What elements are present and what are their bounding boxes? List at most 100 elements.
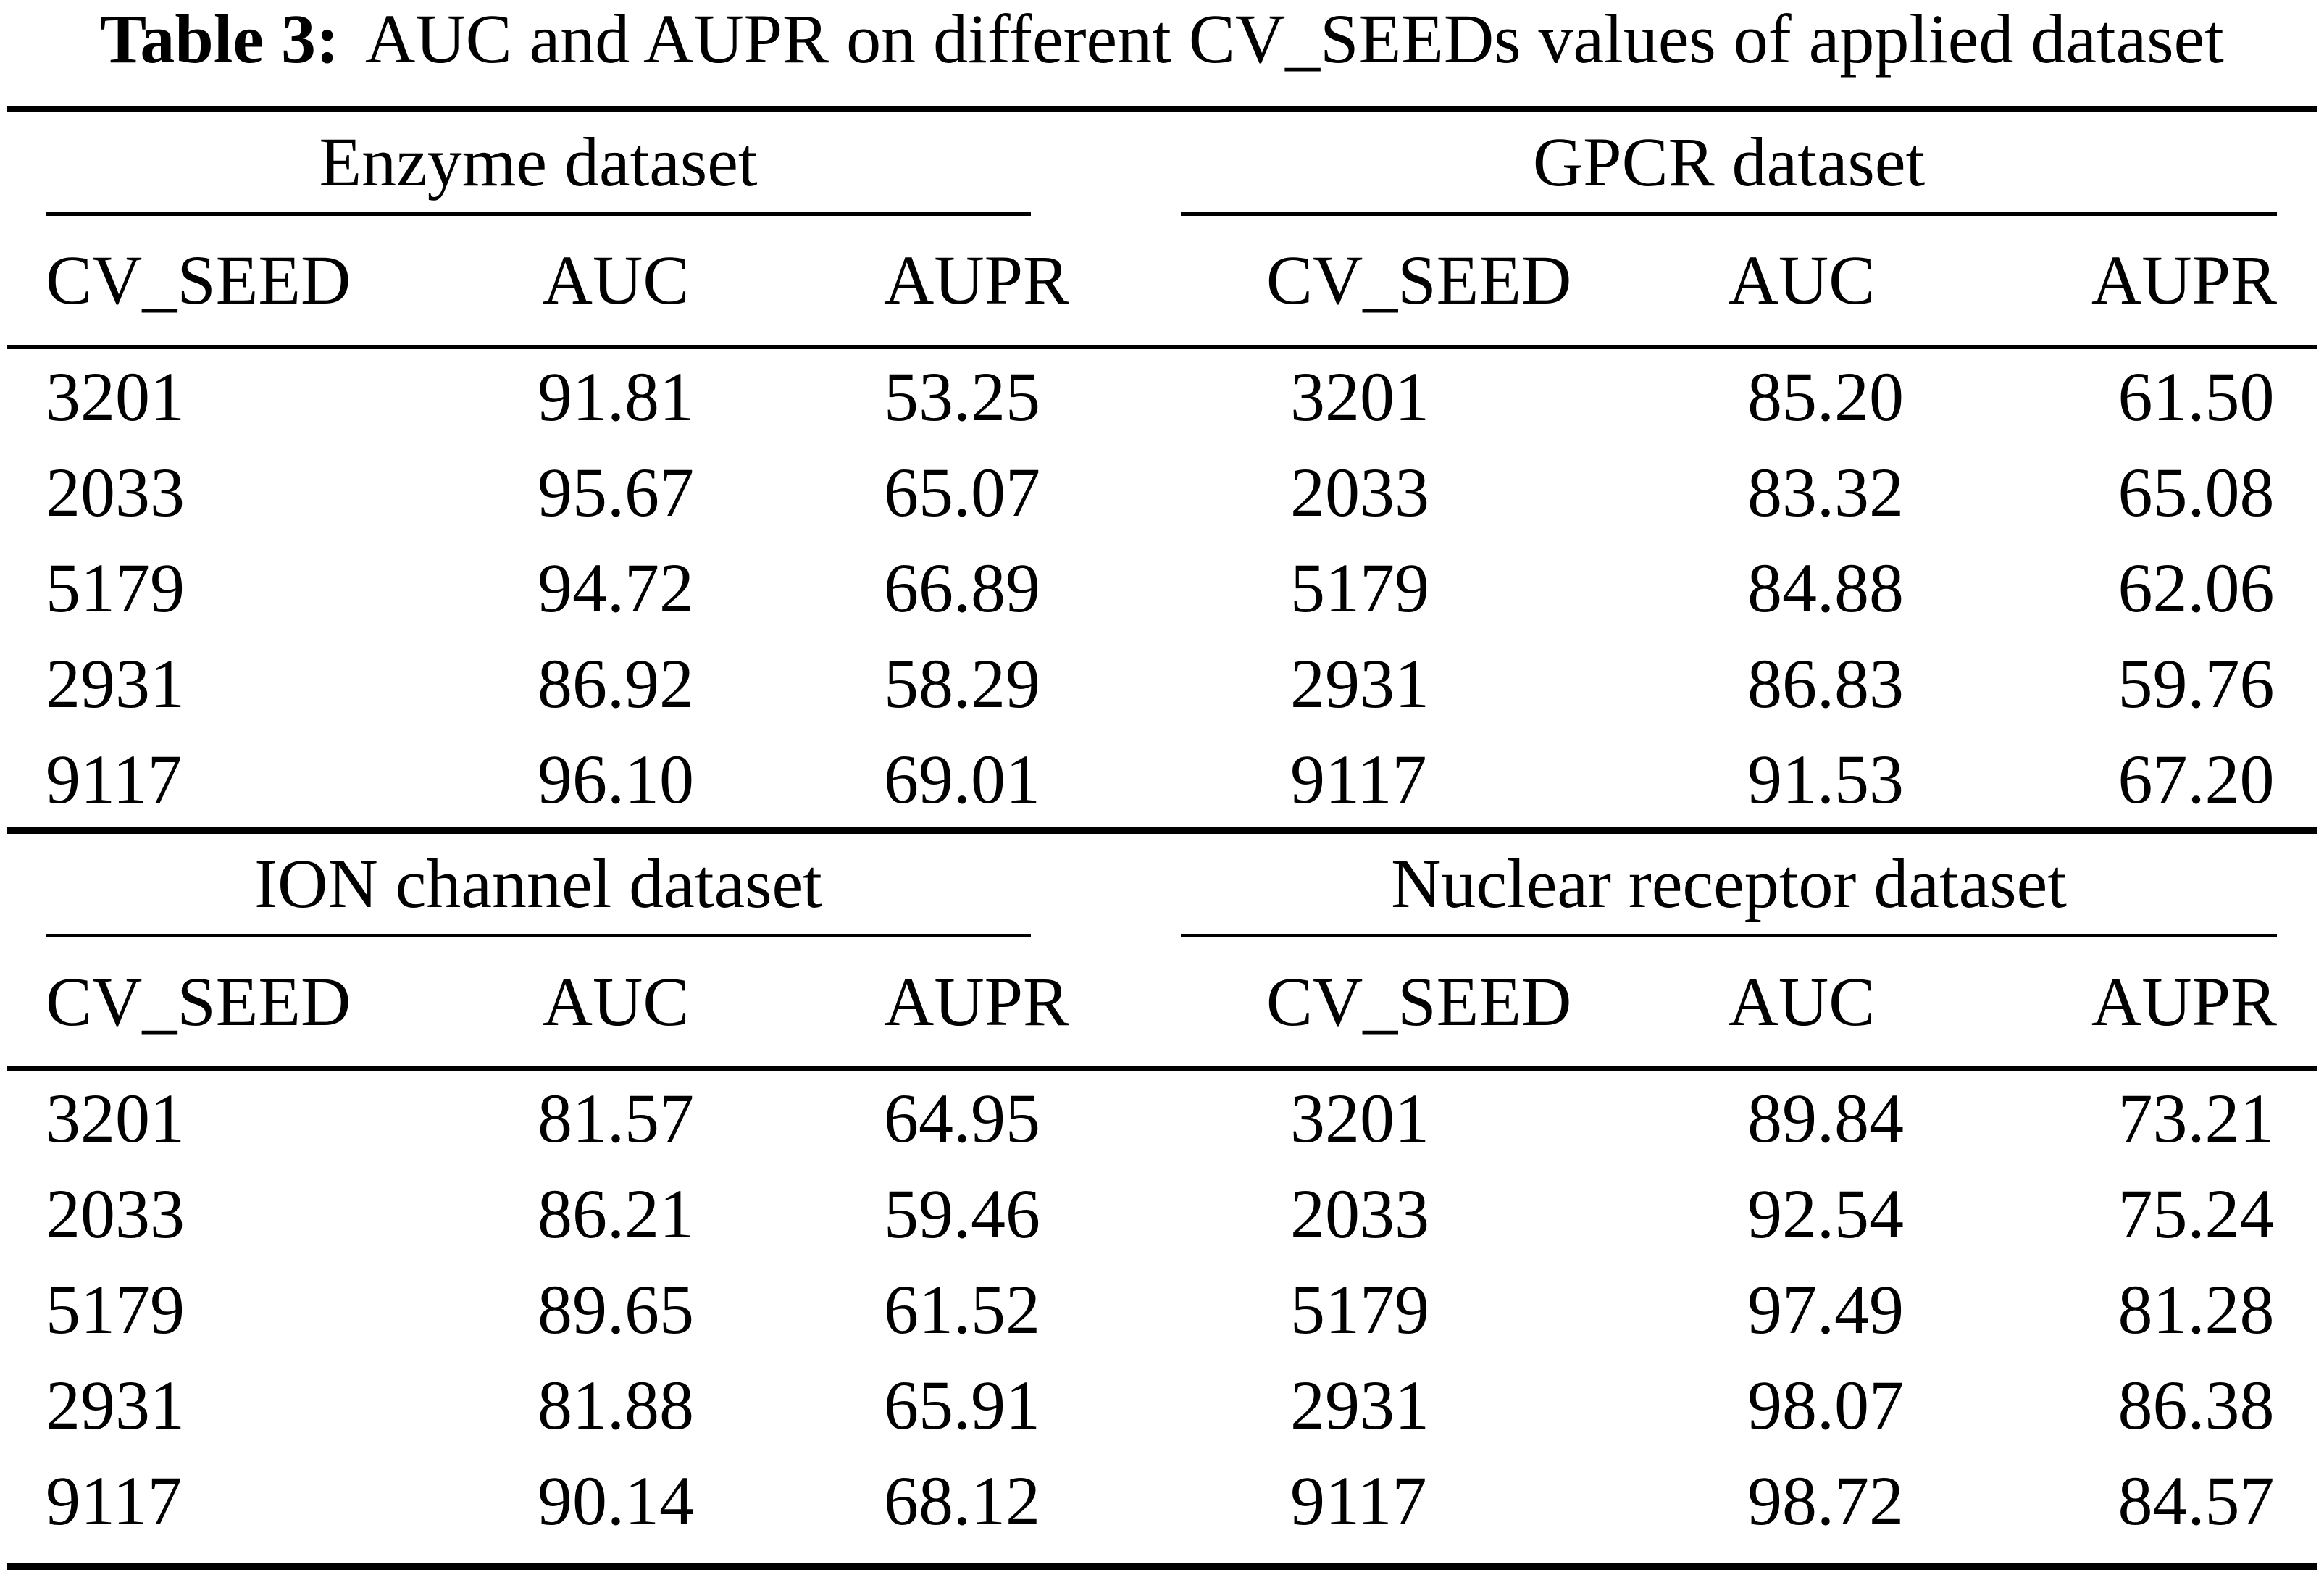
enzyme-table-body: 3201 91.81 53.25 2033 95.67 65.07 5179 94.72 66.… [46, 349, 1040, 827]
aupr-value: 65.08 [2118, 454, 2275, 531]
column-header-aupr: AUPR [2091, 241, 2277, 319]
aupr-value: 75.24 [2118, 1175, 2275, 1253]
table-row: 5179 97.49 81.28 [1181, 1262, 2277, 1358]
enzyme-dataset-title: Enzyme dataset [46, 112, 1031, 216]
gpcr-dataset-title: GPCR dataset [1181, 112, 2277, 216]
table-row: 5179 84.88 62.06 [1181, 540, 2277, 636]
table-row: 2033 86.21 59.46 [46, 1166, 1040, 1262]
section-top-data: 3201 91.81 53.25 2033 95.67 65.07 5179 94.72 66.… [0, 349, 2324, 827]
auc-value: 98.72 [1747, 1462, 1904, 1539]
aupr-value: 69.01 [884, 740, 1040, 818]
cv-seed-value: 2033 [46, 1175, 185, 1253]
auc-value: 97.49 [1747, 1271, 1904, 1348]
cv-seed-value: 2033 [46, 454, 185, 531]
auc-value: 91.81 [538, 358, 694, 435]
cv-seed-value: 2931 [46, 645, 185, 722]
section-bottom: ION channel dataset Nuclear receptor dat… [0, 834, 2324, 1549]
section-top: Enzyme dataset GPCR dataset CV_SEED AUC … [0, 112, 2324, 827]
cv-seed-value: 3201 [1290, 358, 1429, 435]
ion-channel-table-body: 3201 81.57 64.95 2033 86.21 59.46 5179 89.65 61.… [46, 1071, 1040, 1549]
cv-seed-value: 2931 [1290, 1366, 1429, 1444]
auc-value: 89.84 [1747, 1079, 1904, 1157]
table-row: 5179 89.65 61.52 [46, 1262, 1040, 1358]
cv-seed-value: 9117 [46, 740, 183, 818]
gutter [1031, 1071, 1181, 1549]
table-row: 9117 98.72 84.57 [1181, 1453, 2277, 1549]
aupr-value: 67.20 [2118, 740, 2275, 818]
gpcr-table-body: 3201 85.20 61.50 2033 83.32 65.08 5179 84.88 62.… [1181, 349, 2277, 827]
aupr-value: 66.89 [884, 549, 1040, 627]
column-header-aupr: AUPR [884, 241, 1070, 319]
ion-channel-dataset-title: ION channel dataset [46, 834, 1031, 937]
ion-channel-dataset-title-text: ION channel dataset [254, 845, 822, 922]
column-header-auc: AUC [542, 963, 690, 1040]
auc-value: 96.10 [538, 740, 694, 818]
gutter [1031, 112, 1181, 216]
enzyme-dataset-title-text: Enzyme dataset [319, 123, 758, 201]
table-row: 2931 86.92 58.29 [46, 636, 1040, 732]
table-row: 2931 81.88 65.91 [46, 1358, 1040, 1453]
auc-value: 94.72 [538, 549, 694, 627]
auc-value: 86.83 [1747, 645, 1904, 722]
table-row: 2033 95.67 65.07 [46, 445, 1040, 540]
column-header-cv-seed: CV_SEED [1266, 963, 1572, 1040]
column-header-cv-seed: CV_SEED [46, 241, 351, 319]
aupr-value: 53.25 [884, 358, 1040, 435]
auc-value: 95.67 [538, 454, 694, 531]
cv-seed-value: 9117 [1290, 740, 1427, 818]
table-row: 2931 86.83 59.76 [1181, 636, 2277, 732]
auc-value: 84.88 [1747, 549, 1904, 627]
section-top-titles: Enzyme dataset GPCR dataset [0, 112, 2324, 216]
table-caption-text: AUC and AUPR on different CV_SEEDs value… [365, 0, 2224, 78]
aupr-value: 59.76 [2118, 645, 2275, 722]
aupr-value: 58.29 [884, 645, 1040, 722]
table-row: 9117 90.14 68.12 [46, 1453, 1040, 1549]
auc-value: 86.92 [538, 645, 694, 722]
top-rule [7, 106, 2317, 112]
section-bottom-header: CV_SEED AUC AUPR CV_SEED AUC AUPR [0, 937, 2324, 1066]
cv-seed-value: 5179 [46, 1271, 185, 1348]
gutter [1031, 349, 1181, 827]
nuclear-receptor-table-body: 3201 89.84 73.21 2033 92.54 75.24 5179 97.49 81.… [1181, 1071, 2277, 1549]
cv-seed-value: 5179 [46, 549, 185, 627]
table-row: 9117 91.53 67.20 [1181, 732, 2277, 827]
aupr-value: 73.21 [2118, 1079, 2275, 1157]
cv-seed-value: 2931 [1290, 645, 1429, 722]
aupr-value: 61.52 [884, 1271, 1040, 1348]
table-row: 5179 94.72 66.89 [46, 540, 1040, 636]
cv-seed-value: 2033 [1290, 1175, 1429, 1253]
table-caption: Table 3: AUC and AUPR on different CV_SE… [0, 0, 2324, 106]
table-row: 2931 98.07 86.38 [1181, 1358, 2277, 1453]
auc-value: 81.57 [538, 1079, 694, 1157]
table-caption-label: Table 3: [100, 0, 339, 78]
section-bottom-data: 3201 81.57 64.95 2033 86.21 59.46 5179 89.65 61.… [0, 1071, 2324, 1549]
aupr-value: 61.50 [2118, 358, 2275, 435]
gpcr-dataset-title-text: GPCR dataset [1532, 123, 1926, 201]
table-row: 3201 81.57 64.95 [46, 1071, 1040, 1166]
cv-seed-value: 3201 [46, 358, 185, 435]
cv-seed-value: 3201 [46, 1079, 185, 1157]
aupr-value: 62.06 [2118, 549, 2275, 627]
auc-value: 98.07 [1747, 1366, 1904, 1444]
ion-channel-header-row: CV_SEED AUC AUPR [46, 937, 1069, 1066]
column-header-aupr: AUPR [884, 963, 1070, 1040]
aupr-value: 68.12 [884, 1462, 1040, 1539]
nuclear-receptor-dataset-title: Nuclear receptor dataset [1181, 834, 2277, 937]
table-row: 9117 96.10 69.01 [46, 732, 1040, 827]
table-row: 3201 89.84 73.21 [1181, 1071, 2277, 1166]
column-header-auc: AUC [1728, 241, 1876, 319]
nuclear-receptor-header-row: CV_SEED AUC AUPR [1157, 937, 2277, 1066]
cv-seed-value: 2033 [1290, 454, 1429, 531]
gutter [1031, 216, 1157, 345]
bottom-rule [7, 1563, 2317, 1570]
cv-seed-value: 5179 [1290, 1271, 1429, 1348]
auc-value: 86.21 [538, 1175, 694, 1253]
column-header-cv-seed: CV_SEED [1266, 241, 1572, 319]
gpcr-header-row: CV_SEED AUC AUPR [1157, 216, 2277, 345]
header-rule [7, 345, 2317, 349]
column-header-cv-seed: CV_SEED [46, 963, 351, 1040]
gutter [1031, 937, 1157, 1066]
aupr-value: 65.91 [884, 1366, 1040, 1444]
cv-seed-value: 3201 [1290, 1079, 1429, 1157]
